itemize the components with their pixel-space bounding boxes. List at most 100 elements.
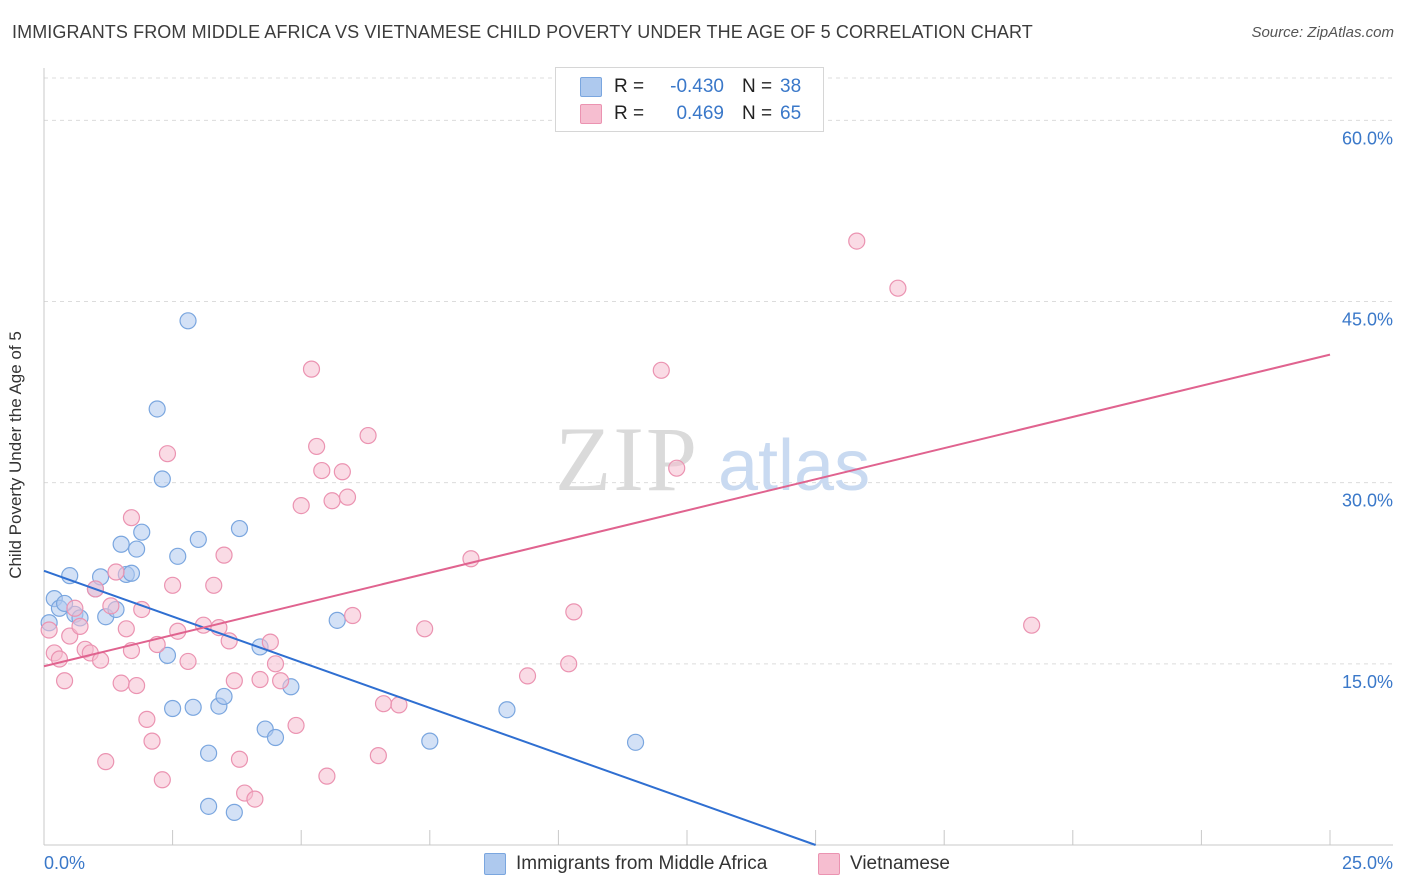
y-tick-label: 30.0% xyxy=(1342,491,1393,511)
bottom-legend-item-blue: Immigrants from Middle Africa xyxy=(484,852,767,876)
scatter-point-blue xyxy=(230,519,249,538)
watermark-atlas: atlas xyxy=(718,426,870,506)
scatter-point-pink xyxy=(225,672,243,690)
legend-swatch-pink xyxy=(580,104,602,124)
scatter-point-pink xyxy=(215,546,233,564)
scatter-point-pink xyxy=(292,497,310,515)
scatter-point-blue xyxy=(328,611,346,629)
legend-r-label: R = xyxy=(614,103,645,124)
scatter-point-blue xyxy=(112,535,130,553)
scatter-point-pink xyxy=(220,632,238,650)
correlation-legend: R = -0.430 N = 38 R = 0.469 N = 65 xyxy=(555,67,824,132)
scatter-point-blue xyxy=(153,470,171,488)
scatter-point-pink xyxy=(230,750,249,768)
scatter-point-pink xyxy=(66,599,84,617)
chart-title: IMMIGRANTS FROM MIDDLE AFRICA VS VIETNAM… xyxy=(12,22,1033,42)
legend-r-value: 0.469 xyxy=(676,103,724,124)
watermark-zip: ZIP xyxy=(555,408,699,510)
scatter-point-pink xyxy=(102,597,120,615)
legend-n-value: 38 xyxy=(780,76,802,97)
scatter-point-pink xyxy=(518,667,537,685)
scatter-point-pink xyxy=(313,461,331,480)
scatter-point-pink xyxy=(848,232,866,250)
legend-n-value: 65 xyxy=(780,103,802,124)
scatter-point-pink xyxy=(107,563,125,581)
scatter-point-pink xyxy=(266,655,285,673)
scatter-point-pink xyxy=(143,732,161,750)
scatter-point-pink xyxy=(40,621,58,639)
scatter-point-pink xyxy=(272,672,290,690)
scatter-point-blue xyxy=(61,567,79,585)
scatter-point-pink xyxy=(133,600,151,619)
scatter-point-pink xyxy=(302,360,321,378)
y-tick-label: 15.0% xyxy=(1342,672,1393,692)
legend-n-label: N = xyxy=(742,103,773,124)
scatter-point-pink xyxy=(338,488,357,506)
legend-r-label: R = xyxy=(614,76,645,97)
scatter-point-blue xyxy=(158,646,177,664)
scatter-point-pink xyxy=(153,771,171,789)
scatter-point-blue xyxy=(421,732,439,750)
scatter-point-pink xyxy=(251,670,269,689)
trend-line-blue xyxy=(43,569,816,846)
scatter-point-pink xyxy=(652,361,670,379)
scatter-point-pink xyxy=(308,437,326,456)
scatter-point-pink xyxy=(369,747,387,765)
scatter-point-blue xyxy=(169,547,187,565)
scatter-point-blue xyxy=(184,698,202,716)
scatter-point-pink xyxy=(560,655,578,673)
scatter-point-pink xyxy=(668,459,686,477)
scatter-point-blue xyxy=(148,400,166,418)
bottom-legend-item-pink: Vietnamese xyxy=(818,852,950,876)
scatter-point-pink xyxy=(179,652,197,671)
scatter-point-blue xyxy=(127,540,146,558)
scatter-point-pink xyxy=(416,620,434,638)
y-tick-label: 45.0% xyxy=(1342,309,1393,329)
legend-r-value: -0.430 xyxy=(670,76,724,97)
scatter-point-pink xyxy=(138,710,156,728)
scatter-point-pink xyxy=(359,426,377,445)
legend-swatch-blue xyxy=(580,77,602,97)
scatter-point-pink xyxy=(344,606,362,625)
bottom-legend-label-blue: Immigrants from Middle Africa xyxy=(516,853,768,874)
x-axis-max-label: 25.0% xyxy=(1341,853,1393,873)
y-axis-title: Child Poverty Under the Age of 5 xyxy=(6,331,25,579)
bottom-legend-label-pink: Vietnamese xyxy=(850,853,950,874)
scatter-point-pink xyxy=(333,463,351,481)
legend-row-blue: R = -0.430 N = 38 xyxy=(580,75,801,99)
scatter-point-pink xyxy=(565,603,583,621)
scatter-point-blue xyxy=(225,803,243,821)
scatter-point-blue xyxy=(215,687,233,706)
scatter-point-blue xyxy=(626,733,645,751)
scatter-point-blue xyxy=(179,312,197,330)
y-tick-label: 60.0% xyxy=(1342,128,1393,148)
trend-line-pink xyxy=(43,353,1331,668)
scatter-point-pink xyxy=(205,576,223,594)
scatter-point-blue xyxy=(133,523,151,541)
scatter-point-blue xyxy=(200,744,218,762)
scatter-point-pink xyxy=(112,674,130,692)
scatter-point-pink xyxy=(127,676,146,695)
scatter-point-blue xyxy=(266,728,285,747)
scatter-point-pink xyxy=(287,716,305,735)
scatter-point-blue xyxy=(200,797,218,815)
scatter-point-pink xyxy=(164,576,182,594)
scatter-point-blue xyxy=(122,564,141,582)
scatter-point-pink xyxy=(158,445,177,463)
scatter-point-pink xyxy=(889,279,907,297)
scatter-point-pink xyxy=(55,672,74,690)
source-label: Source: ZipAtlas.com xyxy=(1251,24,1394,41)
scatter-point-blue xyxy=(498,701,516,719)
scatter-point-pink xyxy=(97,753,115,771)
scatter-point-pink xyxy=(374,695,393,713)
scatter-point-pink xyxy=(261,633,279,651)
scatter-point-blue xyxy=(189,530,207,549)
bottom-legend-swatch-pink xyxy=(818,853,840,875)
x-axis-min-label: 0.0% xyxy=(44,853,86,873)
bottom-legend-swatch-blue xyxy=(484,853,506,875)
scatter-point-pink xyxy=(323,492,341,510)
scatter-point-pink xyxy=(122,509,141,527)
legend-n-label: N = xyxy=(742,76,773,97)
legend-row-pink: R = 0.469 N = 65 xyxy=(580,102,801,126)
